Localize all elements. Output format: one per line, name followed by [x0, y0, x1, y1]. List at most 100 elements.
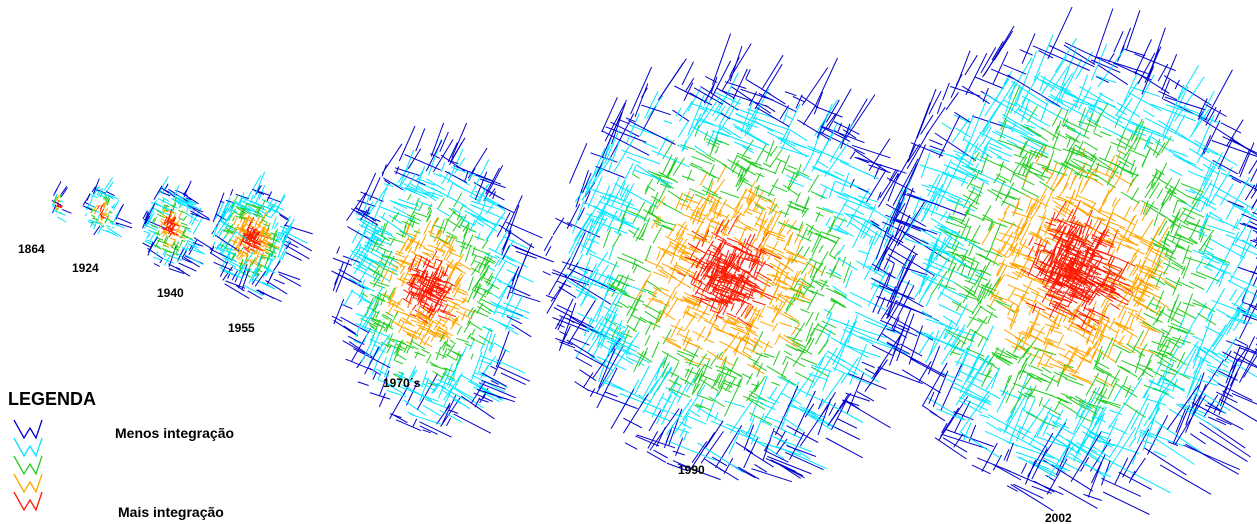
street-segment	[878, 297, 885, 314]
street-segment	[766, 458, 803, 475]
street-segment	[633, 166, 636, 174]
street-segment	[601, 382, 624, 391]
street-segment	[652, 200, 658, 214]
street-segment	[929, 140, 942, 145]
street-segment	[417, 201, 432, 207]
street-segment	[660, 288, 669, 292]
street-segment	[886, 247, 934, 276]
street-segment	[478, 233, 481, 240]
street-segment	[1047, 412, 1061, 419]
street-segment	[951, 162, 989, 184]
street-segment	[600, 196, 639, 210]
street-segment	[189, 240, 197, 255]
street-segment	[736, 301, 746, 315]
street-segment	[1157, 362, 1178, 372]
street-segment	[1176, 235, 1191, 240]
street-segment	[1058, 361, 1079, 374]
street-segment	[813, 168, 859, 188]
street-segment	[98, 205, 99, 209]
street-segment	[1011, 309, 1020, 330]
street-segment	[915, 276, 930, 298]
street-segment	[505, 196, 522, 232]
street-segment	[501, 373, 526, 385]
street-segment	[1206, 288, 1225, 321]
street-segment	[455, 299, 464, 303]
street-segment	[427, 179, 446, 190]
street-segment	[1100, 431, 1109, 434]
street-segment	[1144, 447, 1187, 475]
street-segment	[838, 218, 845, 229]
street-segment	[110, 212, 113, 213]
street-network	[543, 34, 938, 482]
street-segment	[800, 309, 809, 313]
street-segment	[782, 155, 790, 174]
street-segment	[755, 464, 767, 472]
street-segment	[1216, 309, 1236, 320]
street-segment	[180, 240, 182, 246]
street-segment	[722, 44, 751, 92]
street-segment	[857, 158, 907, 174]
street-segment	[686, 199, 699, 204]
street-segment	[435, 259, 442, 262]
street-segment	[1013, 371, 1020, 390]
street-segment	[1022, 188, 1040, 197]
street-segment	[411, 320, 422, 324]
street-segment	[858, 188, 869, 193]
street-segment	[1084, 142, 1097, 150]
street-segment	[1094, 133, 1102, 137]
street-segment	[622, 254, 644, 264]
street-segment	[465, 245, 471, 262]
street-segment	[1157, 189, 1163, 199]
street-segment	[803, 154, 813, 173]
street-segment	[1132, 188, 1139, 200]
street-segment	[105, 208, 108, 213]
street-segment	[705, 459, 724, 471]
street-segment	[647, 452, 666, 463]
street-segment	[668, 262, 677, 284]
street-segment	[358, 382, 369, 386]
street-segment	[1251, 153, 1257, 182]
street-segment	[830, 122, 853, 162]
street-segment	[988, 414, 1000, 421]
street-segment	[687, 343, 700, 347]
street-segment	[709, 397, 725, 407]
street-network	[83, 178, 132, 237]
street-segment	[1160, 199, 1165, 213]
street-segment	[605, 392, 618, 397]
street-segment	[419, 203, 423, 211]
street-segment	[1084, 220, 1092, 242]
street-segment	[581, 219, 594, 254]
street-segment	[464, 321, 471, 333]
street-segment	[344, 326, 356, 334]
street-segment	[233, 217, 235, 221]
street-segment	[1173, 200, 1178, 214]
street-segment	[589, 254, 619, 268]
street-segment	[1113, 151, 1121, 173]
street-segment	[470, 340, 474, 350]
street-segment	[735, 246, 752, 256]
street-segment	[1061, 393, 1072, 398]
street-segment	[1146, 399, 1166, 405]
street-segment	[582, 157, 612, 201]
street-segment	[544, 236, 552, 251]
street-segment	[864, 320, 896, 333]
street-segment	[671, 276, 692, 288]
street-segment	[652, 342, 659, 358]
street-segment	[92, 215, 95, 217]
street-segment	[1218, 353, 1257, 383]
street-segment	[902, 370, 941, 393]
street-segment	[1128, 334, 1133, 344]
street-segment	[445, 265, 449, 276]
street-segment	[382, 213, 385, 219]
street-segment	[1149, 389, 1164, 420]
street-segment	[772, 382, 780, 385]
street-segment	[647, 281, 662, 291]
street-segment	[158, 230, 159, 233]
street-segment	[451, 302, 460, 306]
street-segment	[368, 268, 383, 277]
street-segment	[850, 152, 855, 159]
street-segment	[807, 330, 814, 344]
street-segment	[1065, 43, 1118, 68]
street-segment	[1120, 366, 1130, 372]
street-segment	[472, 329, 475, 335]
